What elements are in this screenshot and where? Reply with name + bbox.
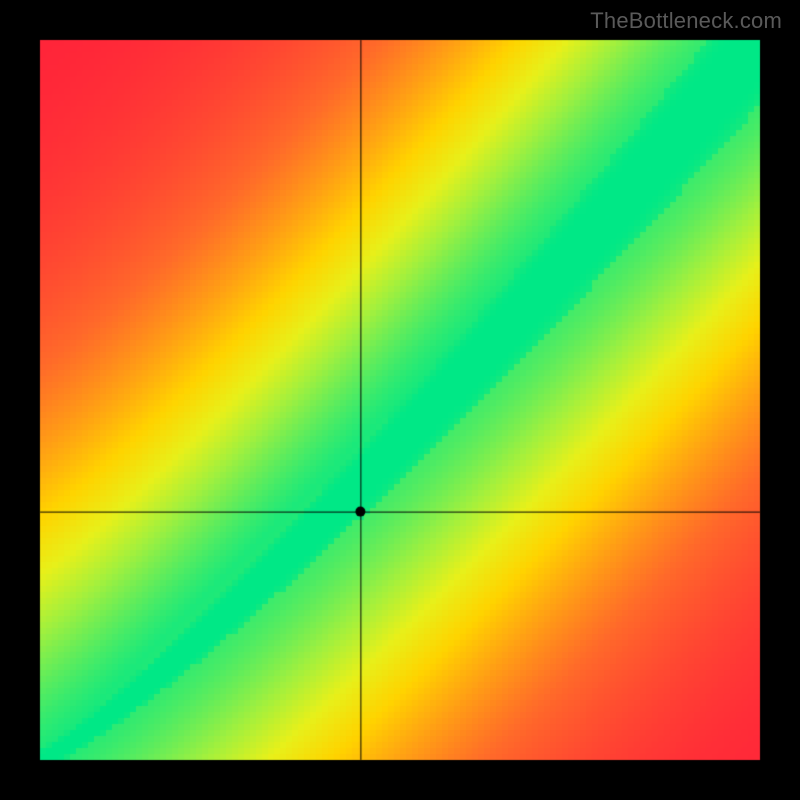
overlay-canvas bbox=[0, 0, 800, 800]
watermark-text: TheBottleneck.com bbox=[590, 8, 782, 34]
chart-container: { "watermark": { "text": "TheBottleneck.… bbox=[0, 0, 800, 800]
